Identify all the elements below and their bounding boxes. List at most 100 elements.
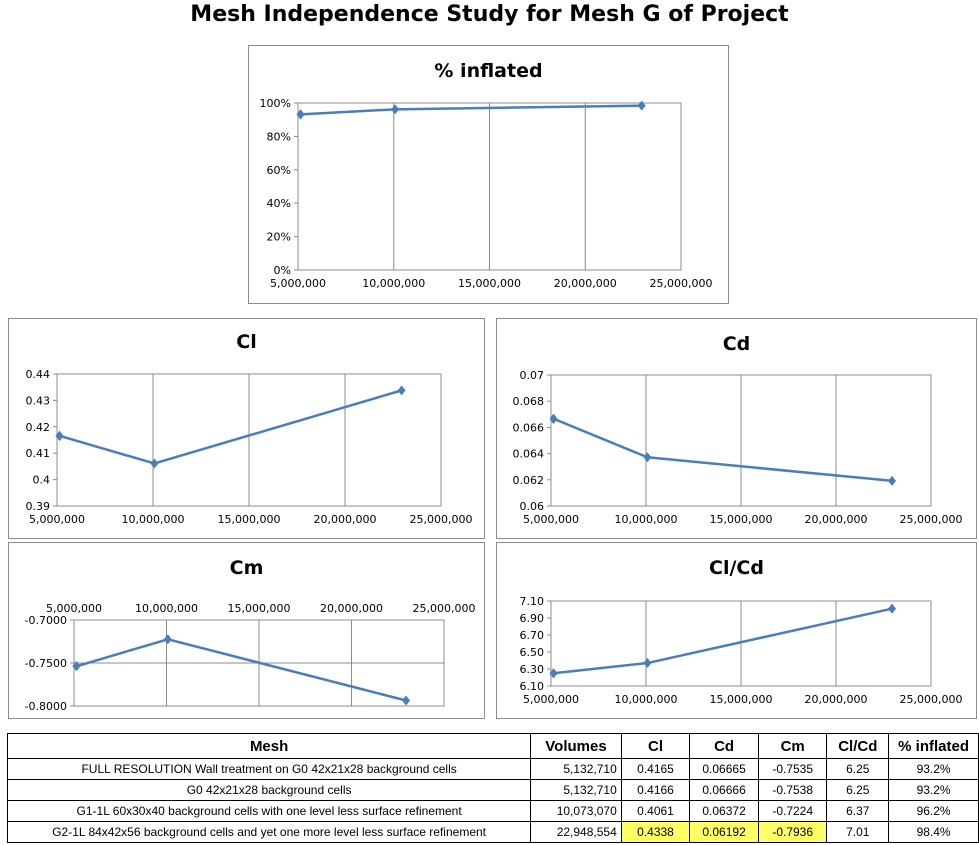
x-tick-label: 25,000,000 <box>900 513 963 526</box>
table-row: G1-1L 60x30x40 background cells with one… <box>6 800 979 822</box>
data-point <box>888 475 897 486</box>
y-tick-label: 0.068 <box>513 395 545 408</box>
data-point <box>643 658 652 669</box>
y-tick-label: 20% <box>267 231 291 244</box>
table-cell: -0.7538 <box>757 779 828 801</box>
plot-area <box>550 600 932 687</box>
data-point <box>55 430 64 441</box>
table-cell: 10,073,070 <box>530 800 622 822</box>
series-line <box>300 104 642 116</box>
x-tick-label: 5,000,000 <box>523 513 579 526</box>
table-cell: -0.7535 <box>757 758 828 780</box>
plot-area <box>297 102 682 271</box>
table-cell: 98.4% <box>888 821 979 843</box>
y-tick-label: 0.064 <box>513 448 545 461</box>
x-tick-label: 5,000,000 <box>523 693 579 706</box>
table-row: G2-1L 84x42x56 background cells and yet … <box>6 821 979 843</box>
y-tick-label: 0.066 <box>513 421 545 434</box>
y-tick-label: 6.30 <box>520 663 545 676</box>
chart-title: Cl <box>236 331 257 353</box>
table-cell: -0.7936 <box>757 821 828 843</box>
x-tick-label: 5,000,000 <box>270 277 326 290</box>
table-cell: G2-1L 84x42x56 background cells and yet … <box>6 821 532 843</box>
y-tick-label: -0.7500 <box>25 657 67 670</box>
table-row: G0 42x21x28 background cells 5,132,710 0.4… <box>6 779 979 801</box>
table-cell: G0 42x21x28 background cells <box>6 779 532 801</box>
y-tick-label: -0.7000 <box>25 614 67 627</box>
data-point <box>150 458 159 469</box>
chart-clcd: Cl/Cd 5,000,000 10,000,000 15,000,000 20,000… <box>496 542 977 719</box>
data-point <box>888 603 897 614</box>
table-cell: 22,948,554 <box>530 821 622 843</box>
x-tick-label: 20,000,000 <box>805 693 868 706</box>
table-cell: -0.7224 <box>757 800 828 822</box>
table-cell: 0.4165 <box>620 758 691 780</box>
table-cell: 0.06372 <box>689 800 759 822</box>
x-tick-label: 20,000,000 <box>314 513 377 526</box>
y-tick-label: 0.062 <box>513 474 545 487</box>
y-tick-label: 7.10 <box>520 595 545 608</box>
data-point <box>643 452 652 463</box>
table-cell: 93.2% <box>888 758 979 780</box>
column-header: Cm <box>757 733 828 759</box>
x-tick-label: 10,000,000 <box>615 513 678 526</box>
y-tick-label: 0.41 <box>26 447 51 460</box>
y-tick-label: 0.43 <box>26 394 51 407</box>
y-tick-label: 0.07 <box>520 369 545 382</box>
column-header: Mesh <box>6 733 532 759</box>
y-tick-label: 80% <box>267 130 291 143</box>
table-cell: 0.4166 <box>620 779 691 801</box>
y-tick-label: 0.42 <box>26 421 51 434</box>
chart-title: Cl/Cd <box>709 557 764 579</box>
series-line <box>75 637 407 702</box>
x-tick-label: 10,000,000 <box>615 693 678 706</box>
column-header: Cl <box>620 733 691 759</box>
table-cell: 0.06192 <box>689 821 759 843</box>
table-cell: 93.2% <box>888 779 979 801</box>
chart-svg: 5,000,000 10,000,000 15,000,000 20,000,000 2… <box>25 602 476 713</box>
y-tick-label: 0% <box>274 264 291 277</box>
x-tick-label: 15,000,000 <box>458 277 521 290</box>
data-point <box>402 695 411 706</box>
results-table: Mesh Volumes Cl Cd Cm Cl/Cd% inflated FULL RE… <box>6 733 979 843</box>
chart-svg: 5,000,000 10,000,000 15,000,000 20,000,000 2… <box>513 369 963 526</box>
chart-svg: 5,000,000 10,000,000 15,000,000 20,000,000 2… <box>520 595 963 706</box>
y-tick-label: 60% <box>267 164 291 177</box>
chart-inflated: % inflated 5,000,000 10,000,000 15,000,000 2… <box>248 45 729 304</box>
table-cell: 7.01 <box>826 821 890 843</box>
y-tick-label: 0.4 <box>33 474 51 487</box>
x-tick-label: 25,000,000 <box>410 513 473 526</box>
y-tick-label: 40% <box>267 197 291 210</box>
data-point <box>391 104 400 115</box>
y-tick-label: -0.8000 <box>25 700 67 713</box>
x-tick-label: 10,000,000 <box>122 513 185 526</box>
table-cell: 0.06666 <box>689 779 759 801</box>
plot-area <box>56 373 442 507</box>
column-header: Cd <box>689 733 759 759</box>
x-tick-label: 20,000,000 <box>805 513 868 526</box>
y-tick-label: 0.44 <box>26 368 51 381</box>
table-cell: 0.4338 <box>620 821 691 843</box>
table-cell: 6.37 <box>826 800 890 822</box>
table-cell: 5,132,710 <box>530 779 622 801</box>
chart-title: % inflated <box>434 60 543 82</box>
x-tick-label: 15,000,000 <box>218 513 281 526</box>
y-tick-label: 6.70 <box>520 629 545 642</box>
y-tick-label: 0.39 <box>26 500 51 513</box>
chart-title: Cd <box>722 333 751 355</box>
data-point <box>296 109 305 120</box>
series-line <box>58 389 402 465</box>
y-tick-label: 6.10 <box>520 680 545 693</box>
x-tick-label: 10,000,000 <box>135 602 198 615</box>
chart-cd: Cd 5,000,000 10,000,000 15,000,000 20,000,00… <box>496 318 977 539</box>
y-tick-label: 6.90 <box>520 612 545 625</box>
page-title: Mesh Independence Study for Mesh G of Pr… <box>190 2 789 27</box>
x-tick-label: 20,000,000 <box>554 277 617 290</box>
table-cell: 0.4061 <box>620 800 691 822</box>
table-row: FULL RESOLUTION Wall treatment on G0 42x… <box>6 758 979 780</box>
data-point <box>72 661 81 672</box>
table-cell: 0.06665 <box>689 758 759 780</box>
y-tick-label: 0.06 <box>520 500 545 513</box>
x-tick-label: 5,000,000 <box>46 602 102 615</box>
x-tick-label: 25,000,000 <box>900 693 963 706</box>
